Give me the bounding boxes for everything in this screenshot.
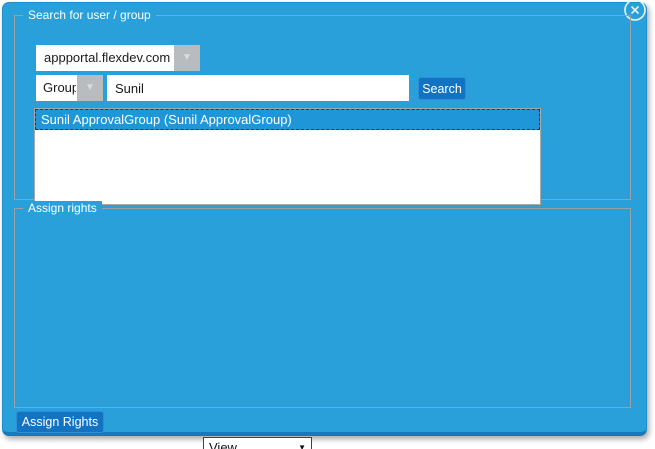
close-icon — [624, 0, 646, 21]
rights-rows: Browse Catalog View ▼ Request on Behalf … — [49, 437, 312, 449]
domain-dropdown-value: appportal.flexdev.com — [36, 45, 173, 71]
search-button[interactable]: Search — [418, 77, 466, 100]
rights-row-label: Browse Catalog — [49, 440, 141, 449]
rights-section-legend: Assign rights — [23, 201, 102, 216]
search-section-legend: Search for user / group — [23, 8, 156, 23]
domain-dropdown[interactable]: appportal.flexdev.com ▼ — [36, 45, 200, 71]
rights-row-select-value: View — [209, 440, 237, 449]
search-type-dropdown[interactable]: Group ▼ — [36, 75, 103, 101]
assign-rights-button[interactable]: Assign Rights — [16, 411, 104, 433]
search-section: Search for user / group appportal.flexde… — [14, 8, 631, 205]
chevron-down-icon[interactable]: ▼ — [76, 75, 103, 101]
list-item[interactable]: Sunil ApprovalGroup (Sunil ApprovalGroup… — [35, 109, 540, 130]
select-arrow-icon: ▼ — [298, 443, 306, 449]
search-results-list[interactable]: Sunil ApprovalGroup (Sunil ApprovalGroup… — [34, 108, 541, 205]
close-button[interactable] — [623, 0, 647, 23]
rights-row: Browse Catalog View ▼ — [49, 437, 312, 449]
rights-section: Assign rights Browse Catalog View ▼ Requ… — [14, 201, 631, 449]
rights-row-select[interactable]: View ▼ — [203, 437, 312, 449]
search-type-value: Group — [36, 75, 76, 101]
chevron-down-icon[interactable]: ▼ — [173, 45, 200, 71]
search-input[interactable] — [107, 75, 409, 101]
